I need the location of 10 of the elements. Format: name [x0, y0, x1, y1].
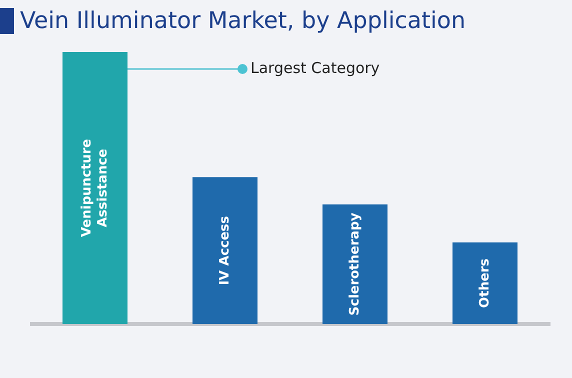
bar: [452, 242, 518, 324]
x-tick-label: Venipuncture Assistance: [79, 138, 110, 238]
annotation: Largest Category: [250, 58, 380, 77]
chart-title: Vein Illuminator Market, by Application: [20, 8, 466, 34]
x-tick-label: IV Access: [217, 216, 232, 286]
bar: [62, 52, 128, 324]
bar: [192, 177, 258, 324]
bar: [322, 204, 388, 324]
x-tick-label: Sclerotherapy: [347, 212, 362, 316]
x-tick-label: Others: [477, 258, 492, 308]
